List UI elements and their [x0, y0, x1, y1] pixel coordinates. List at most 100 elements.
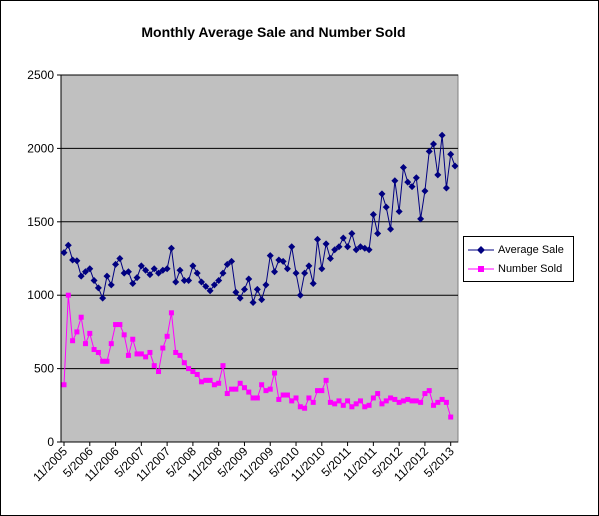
data-point — [246, 389, 252, 395]
legend-label-average-sale: Average Sale — [498, 244, 564, 256]
data-point — [292, 269, 300, 277]
data-point — [100, 358, 106, 364]
data-point — [421, 187, 429, 195]
data-point — [70, 338, 76, 344]
data-point — [189, 262, 197, 270]
data-point — [344, 243, 352, 251]
data-point — [211, 382, 217, 388]
data-point — [194, 371, 200, 377]
data-point — [160, 345, 166, 351]
data-point — [400, 398, 406, 404]
data-point — [117, 322, 123, 328]
data-point — [417, 215, 425, 223]
data-point — [167, 244, 175, 252]
data-point — [185, 277, 193, 285]
data-point — [283, 265, 291, 273]
data-point — [163, 265, 171, 273]
data-point — [207, 377, 213, 383]
data-point — [104, 358, 110, 364]
data-point — [228, 257, 236, 265]
data-point — [180, 277, 188, 285]
data-point — [216, 380, 222, 386]
data-point — [64, 241, 72, 249]
data-point — [176, 266, 184, 274]
data-point — [181, 360, 187, 366]
data-point — [134, 351, 140, 357]
data-point — [151, 363, 157, 369]
data-point — [172, 278, 180, 286]
data-point — [73, 257, 81, 265]
chart-title: Monthly Average Sale and Number Sold — [141, 24, 406, 40]
data-point — [447, 150, 455, 158]
data-point — [259, 382, 265, 388]
data-point — [103, 272, 111, 280]
y-tick-label: 2000 — [27, 141, 54, 155]
y-tick-label: 2500 — [27, 68, 54, 82]
y-tick-label: 0 — [47, 435, 54, 449]
series-number-sold — [61, 292, 454, 420]
data-point — [108, 341, 114, 347]
data-point — [146, 271, 154, 279]
data-point — [91, 347, 97, 353]
data-point — [382, 203, 390, 211]
data-point — [220, 363, 226, 369]
data-point — [387, 225, 395, 233]
data-point — [129, 279, 137, 287]
data-point — [130, 336, 136, 342]
data-point — [74, 329, 80, 335]
data-point — [335, 243, 343, 251]
data-point — [61, 382, 67, 388]
data-point — [156, 369, 162, 375]
data-point — [340, 402, 346, 408]
data-point — [443, 399, 449, 405]
data-point — [206, 287, 214, 295]
data-point — [203, 377, 209, 383]
data-point — [379, 401, 385, 407]
data-point — [431, 402, 437, 408]
data-point — [253, 285, 261, 293]
data-point — [370, 395, 376, 401]
data-point — [133, 274, 141, 282]
data-point — [82, 341, 88, 347]
data-point — [319, 388, 325, 394]
data-point — [331, 246, 339, 254]
data-point — [412, 174, 420, 182]
data-point — [375, 391, 381, 397]
data-point — [349, 404, 355, 410]
data-point — [309, 279, 317, 287]
data-point — [232, 288, 240, 296]
y-tick-label: 500 — [34, 362, 54, 376]
data-point — [241, 385, 247, 391]
data-point — [186, 366, 192, 372]
data-point — [418, 399, 424, 405]
data-point — [425, 147, 433, 155]
data-point — [95, 349, 101, 355]
data-point — [413, 398, 419, 404]
data-point — [263, 388, 269, 394]
data-point — [138, 351, 144, 357]
data-point — [430, 140, 438, 148]
data-point — [69, 256, 77, 264]
data-point — [249, 299, 257, 307]
data-point — [272, 370, 278, 376]
data-point — [271, 268, 279, 276]
y-tick-label: 1500 — [27, 215, 54, 229]
data-point — [369, 210, 377, 218]
data-point — [352, 246, 360, 254]
data-point — [284, 392, 290, 398]
data-point — [219, 269, 227, 277]
square-marker-icon — [468, 266, 494, 272]
data-point — [392, 396, 398, 402]
data-point — [77, 272, 85, 280]
data-point — [434, 171, 442, 179]
data-point — [81, 268, 89, 276]
data-point — [306, 395, 312, 401]
data-point — [435, 399, 441, 405]
legend-item-number-sold: Number Sold — [464, 262, 573, 276]
x-axis: 11/20055/200611/20065/200711/20075/20081… — [30, 441, 458, 484]
data-point — [399, 163, 407, 171]
data-point — [233, 386, 239, 392]
data-point — [112, 260, 120, 268]
data-point — [310, 399, 316, 405]
data-point — [305, 262, 313, 270]
